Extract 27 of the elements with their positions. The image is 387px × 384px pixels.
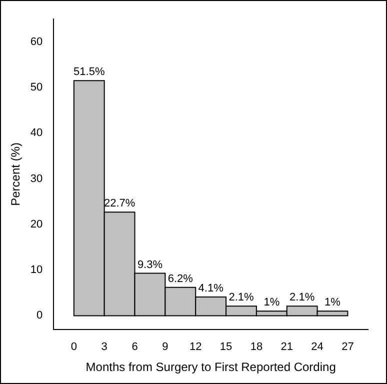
data-label: 51.5%: [74, 66, 105, 78]
x-tick-label: 18: [250, 341, 263, 354]
y-axis-title: Percent (%): [8, 142, 23, 206]
data-label: 4.1%: [198, 282, 224, 295]
data-label: 1%: [324, 296, 341, 309]
x-tick-label: 0: [70, 341, 77, 354]
x-tick-label: 15: [220, 341, 232, 354]
y-tick-label: 10: [30, 264, 43, 276]
data-label: 2.1%: [290, 292, 315, 304]
data-label: 2.1%: [228, 292, 254, 304]
x-axis-title: Months from Surgery to First Reported Cording: [86, 360, 336, 374]
y-tick-label: 30: [30, 172, 43, 185]
x-tick-label: 21: [280, 341, 293, 354]
data-label: 6.2%: [168, 272, 194, 285]
x-tick-label: 24: [311, 341, 324, 354]
x-tick-label: 12: [189, 341, 202, 354]
x-tick-label: 6: [132, 341, 138, 354]
y-tick-label: 20: [30, 218, 43, 230]
data-label: 1%: [264, 296, 280, 309]
x-tick-label: 9: [162, 341, 168, 354]
x-tick-label: 3: [101, 341, 108, 354]
data-label: 9.3%: [137, 258, 163, 271]
y-tick-label: 60: [30, 36, 43, 48]
y-tick-label: 50: [30, 82, 43, 94]
y-tick-label: 0: [36, 310, 43, 322]
y-tick-label: 40: [30, 127, 43, 140]
x-tick-label: 27: [342, 341, 354, 354]
